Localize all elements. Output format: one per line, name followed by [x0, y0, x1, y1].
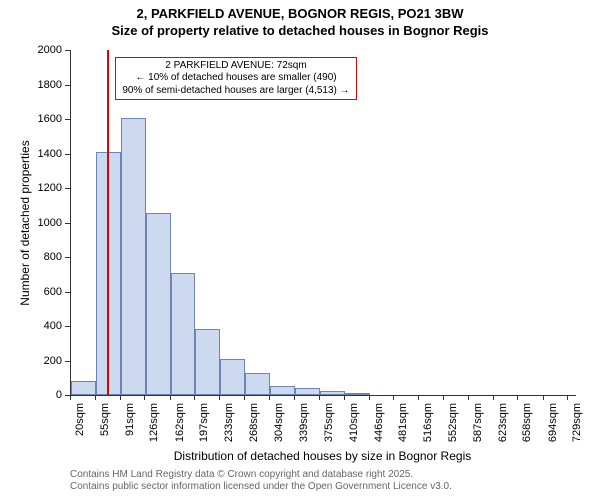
x-tick-label: 623sqm [497, 403, 509, 453]
x-tick-mark [294, 395, 295, 400]
x-tick-label: 268sqm [248, 403, 260, 453]
x-tick-label: 552sqm [447, 403, 459, 453]
histogram-bar [345, 393, 370, 395]
x-tick-label: 197sqm [198, 403, 210, 453]
y-tick-mark [65, 188, 70, 189]
y-tick-label: 200 [0, 355, 62, 367]
y-tick-label: 2000 [0, 44, 62, 56]
x-tick-label: 55sqm [99, 403, 111, 453]
x-tick-mark [95, 395, 96, 400]
y-tick-label: 1600 [0, 113, 62, 125]
x-tick-label: 339sqm [298, 403, 310, 453]
y-tick-mark [65, 85, 70, 86]
x-tick-mark [269, 395, 270, 400]
title-line-2: Size of property relative to detached ho… [0, 23, 600, 40]
x-tick-mark [319, 395, 320, 400]
x-tick-label: 658sqm [521, 403, 533, 453]
y-tick-mark [65, 361, 70, 362]
attribution-footer: Contains HM Land Registry data © Crown c… [70, 469, 452, 493]
histogram-bar [171, 273, 196, 395]
y-tick-mark [65, 292, 70, 293]
histogram-bar [220, 359, 245, 395]
y-tick-label: 0 [0, 389, 62, 401]
x-tick-label: 20sqm [74, 403, 86, 453]
x-tick-label: 729sqm [571, 403, 583, 453]
title-line-1: 2, PARKFIELD AVENUE, BOGNOR REGIS, PO21 … [0, 6, 600, 23]
y-tick-label: 1000 [0, 217, 62, 229]
histogram-bar [71, 381, 96, 395]
x-tick-mark [244, 395, 245, 400]
x-tick-label: 375sqm [323, 403, 335, 453]
annotation-callout: 2 PARKFIELD AVENUE: 72sqm← 10% of detach… [115, 57, 356, 101]
plot-area: 2 PARKFIELD AVENUE: 72sqm← 10% of detach… [70, 50, 576, 396]
x-tick-label: 162sqm [174, 403, 186, 453]
x-tick-mark [194, 395, 195, 400]
histogram-bar [320, 391, 345, 395]
histogram-bar [245, 373, 270, 395]
x-tick-mark [144, 395, 145, 400]
x-tick-mark [369, 395, 370, 400]
histogram-bar [270, 386, 295, 395]
x-tick-label: 587sqm [472, 403, 484, 453]
y-tick-mark [65, 257, 70, 258]
x-tick-mark [418, 395, 419, 400]
x-tick-label: 304sqm [273, 403, 285, 453]
x-tick-label: 233sqm [223, 403, 235, 453]
annotation-line: ← 10% of detached houses are smaller (49… [122, 72, 349, 85]
y-tick-mark [65, 154, 70, 155]
x-tick-mark [443, 395, 444, 400]
x-tick-mark [567, 395, 568, 400]
y-tick-label: 400 [0, 320, 62, 332]
x-tick-label: 410sqm [348, 403, 360, 453]
x-tick-mark [468, 395, 469, 400]
histogram-bar [146, 213, 171, 395]
annotation-line: 2 PARKFIELD AVENUE: 72sqm [122, 60, 349, 73]
x-tick-label: 91sqm [124, 403, 136, 453]
x-tick-label: 126sqm [148, 403, 160, 453]
x-tick-mark [493, 395, 494, 400]
x-tick-mark [219, 395, 220, 400]
y-tick-label: 1800 [0, 79, 62, 91]
x-tick-label: 446sqm [373, 403, 385, 453]
x-tick-mark [120, 395, 121, 400]
x-tick-mark [170, 395, 171, 400]
y-tick-label: 1200 [0, 182, 62, 194]
x-tick-mark [70, 395, 71, 400]
footer-line-1: Contains HM Land Registry data © Crown c… [70, 469, 452, 481]
x-tick-mark [543, 395, 544, 400]
property-marker-line [107, 50, 109, 395]
x-tick-mark [517, 395, 518, 400]
x-tick-label: 694sqm [547, 403, 559, 453]
histogram-bar [121, 118, 146, 395]
y-tick-label: 600 [0, 286, 62, 298]
y-tick-mark [65, 223, 70, 224]
histogram-bar [195, 329, 220, 395]
y-tick-mark [65, 326, 70, 327]
footer-line-2: Contains public sector information licen… [70, 481, 452, 493]
x-tick-label: 481sqm [397, 403, 409, 453]
histogram-bar [295, 388, 320, 395]
y-tick-mark [65, 50, 70, 51]
chart-title: 2, PARKFIELD AVENUE, BOGNOR REGIS, PO21 … [0, 0, 600, 40]
x-tick-label: 516sqm [422, 403, 434, 453]
y-tick-label: 1400 [0, 148, 62, 160]
histogram-chart: 2, PARKFIELD AVENUE, BOGNOR REGIS, PO21 … [0, 0, 600, 500]
x-tick-mark [393, 395, 394, 400]
y-tick-label: 800 [0, 251, 62, 263]
x-tick-mark [344, 395, 345, 400]
y-tick-mark [65, 119, 70, 120]
annotation-line: 90% of semi-detached houses are larger (… [122, 85, 349, 98]
